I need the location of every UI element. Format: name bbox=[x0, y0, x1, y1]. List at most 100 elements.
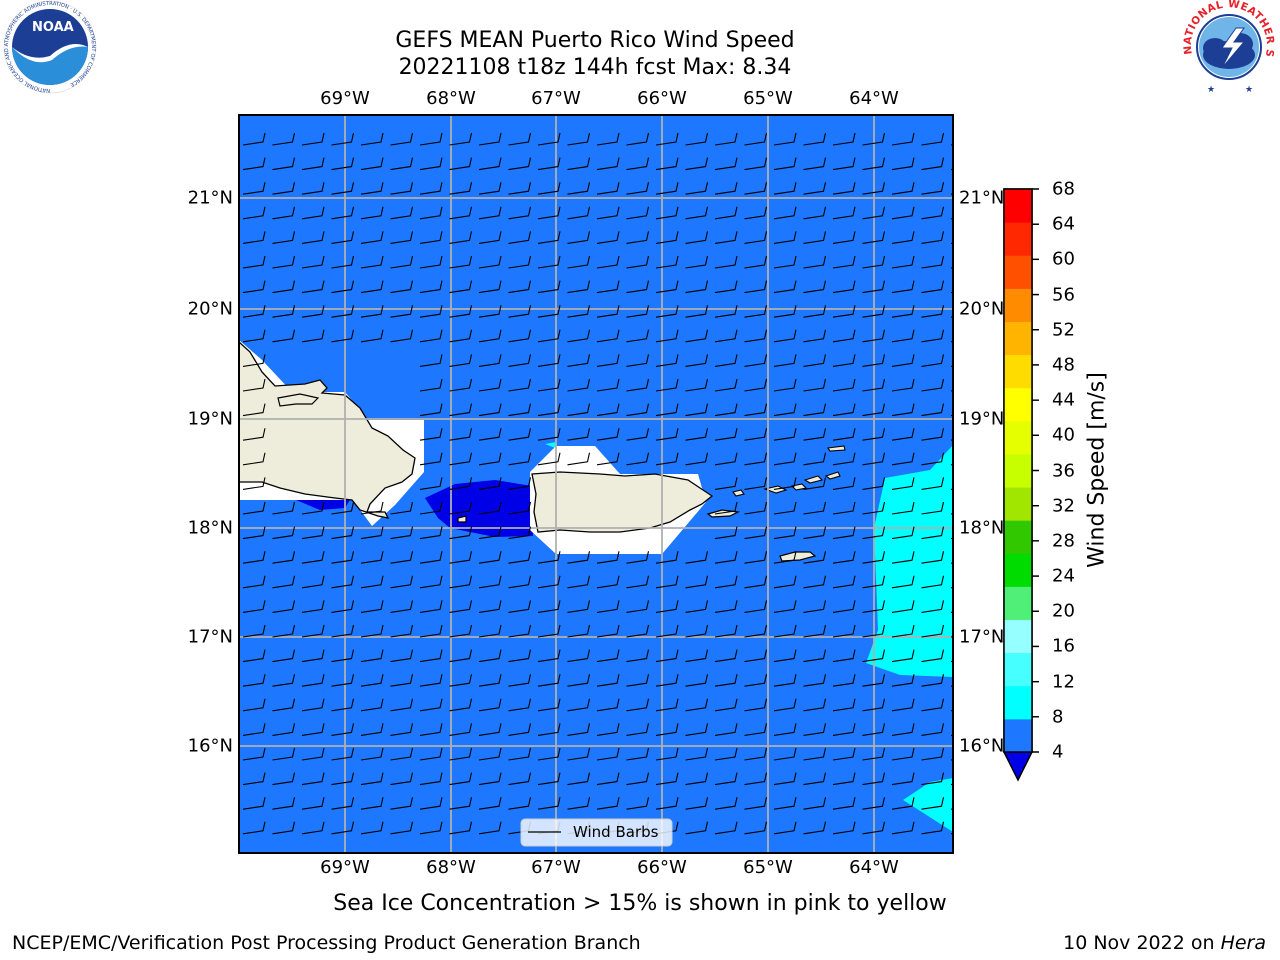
wind-barb bbox=[242, 747, 266, 761]
wind-barb bbox=[626, 600, 650, 613]
colorbar-swatch bbox=[1004, 354, 1032, 389]
colorbar-swatch bbox=[1004, 387, 1032, 422]
wind-barb bbox=[537, 378, 561, 392]
map-subtitle: 20221108 t18z 144h fcst Max: 8.34 bbox=[398, 55, 792, 80]
wind-barb bbox=[744, 305, 768, 318]
wind-barb bbox=[508, 649, 532, 663]
wind-barb bbox=[685, 452, 709, 466]
wind-barb bbox=[449, 403, 473, 417]
wind-barb bbox=[596, 747, 620, 761]
wind-barb bbox=[567, 772, 591, 786]
wind-barb bbox=[567, 403, 591, 417]
wind-barb bbox=[508, 132, 532, 146]
wind-barb bbox=[950, 267, 953, 269]
wind-barb bbox=[626, 551, 650, 564]
wind-barb bbox=[272, 698, 296, 712]
wind-barb bbox=[744, 378, 768, 392]
wind-barb bbox=[773, 600, 797, 613]
wind-barb bbox=[508, 378, 532, 392]
colorbar-swatch bbox=[1004, 718, 1032, 753]
wind-barb bbox=[596, 428, 620, 441]
wind-barb bbox=[242, 231, 266, 244]
wind-barb bbox=[537, 600, 561, 613]
wind-barb bbox=[803, 403, 827, 417]
wind-barb bbox=[537, 182, 561, 195]
wind-barb bbox=[301, 821, 325, 835]
wind-barb bbox=[950, 390, 953, 392]
wind-barb bbox=[891, 575, 915, 589]
wind-barb bbox=[596, 600, 620, 613]
wind-barb bbox=[449, 772, 473, 786]
lon-label-bottom-67w: 67°W bbox=[531, 857, 581, 878]
wind-barb bbox=[331, 501, 355, 515]
wind-barb bbox=[360, 280, 384, 294]
wind-barb bbox=[655, 329, 679, 343]
colorbar-swatch bbox=[1004, 189, 1032, 223]
lon-label-top-66w: 66°W bbox=[637, 88, 687, 109]
wind-barb bbox=[478, 747, 502, 761]
wind-barb bbox=[773, 477, 797, 490]
wind-barb bbox=[242, 821, 266, 835]
wind-barb bbox=[272, 132, 296, 146]
wind-barb bbox=[272, 575, 296, 589]
wind-barb bbox=[921, 280, 945, 294]
wind-barb bbox=[921, 649, 945, 663]
wind-barb bbox=[390, 674, 414, 687]
wind-barb bbox=[478, 428, 502, 441]
footer-machine: Hera bbox=[1220, 932, 1266, 954]
wind-barb bbox=[744, 354, 768, 367]
wind-barb bbox=[508, 157, 532, 171]
wind-barb bbox=[272, 231, 296, 244]
wind-barb bbox=[773, 403, 797, 417]
colorbar-swatch bbox=[1004, 619, 1032, 654]
wind-barb bbox=[567, 674, 591, 687]
wind-barb bbox=[301, 526, 325, 540]
wind-barb bbox=[596, 624, 620, 638]
wind-barb bbox=[832, 649, 856, 663]
wind-barb bbox=[419, 477, 443, 490]
wind-barb bbox=[596, 280, 620, 294]
wind-barb bbox=[419, 698, 443, 712]
wind-barb bbox=[832, 428, 856, 441]
colorbar-tick-label: 64 bbox=[1052, 213, 1075, 235]
wind-barb bbox=[891, 674, 915, 687]
wind-barb bbox=[744, 698, 768, 712]
wind-barb bbox=[891, 600, 915, 613]
colorbar-tick-label: 24 bbox=[1052, 565, 1075, 587]
land-virgin-gorda bbox=[824, 471, 841, 480]
wind-barb bbox=[655, 649, 679, 663]
lat-label-left-19n: 19°N bbox=[187, 408, 233, 430]
wind-barb bbox=[921, 501, 945, 515]
wind-barb bbox=[773, 231, 797, 244]
wind-barb bbox=[744, 674, 768, 687]
wind-barb bbox=[744, 747, 768, 761]
wind-barb bbox=[803, 231, 827, 244]
wind-barb bbox=[862, 575, 886, 589]
wind-barb bbox=[891, 501, 915, 515]
lat-label-right-19n: 19°N bbox=[959, 408, 1005, 430]
wind-barb bbox=[390, 132, 414, 146]
wind-barb bbox=[301, 132, 325, 146]
wind-barb bbox=[567, 255, 591, 269]
wind-barb bbox=[449, 821, 473, 835]
wind-barb bbox=[626, 231, 650, 244]
wind-barb bbox=[596, 206, 620, 220]
wind-barb bbox=[862, 821, 886, 835]
wind-barb bbox=[921, 821, 945, 835]
wind-barb bbox=[832, 698, 856, 712]
wind-barb bbox=[419, 551, 443, 564]
wind-barb bbox=[773, 797, 797, 810]
wind-barb bbox=[773, 305, 797, 318]
wind-barb bbox=[419, 157, 443, 171]
wind-barb bbox=[891, 797, 915, 810]
wind-barb bbox=[242, 182, 266, 195]
wind-barb bbox=[773, 821, 797, 835]
wind-barb bbox=[803, 624, 827, 638]
lon-label-top-64w: 64°W bbox=[849, 88, 899, 109]
wind-barb bbox=[478, 797, 502, 810]
wind-barb bbox=[360, 526, 384, 540]
nws-ring-text: NATIONAL WEATHER SERVICE bbox=[1180, 0, 1276, 58]
lon-label-bottom-66w: 66°W bbox=[637, 857, 687, 878]
footer-date: 10 Nov 2022 on bbox=[1063, 932, 1221, 954]
wind-barb bbox=[242, 378, 266, 392]
